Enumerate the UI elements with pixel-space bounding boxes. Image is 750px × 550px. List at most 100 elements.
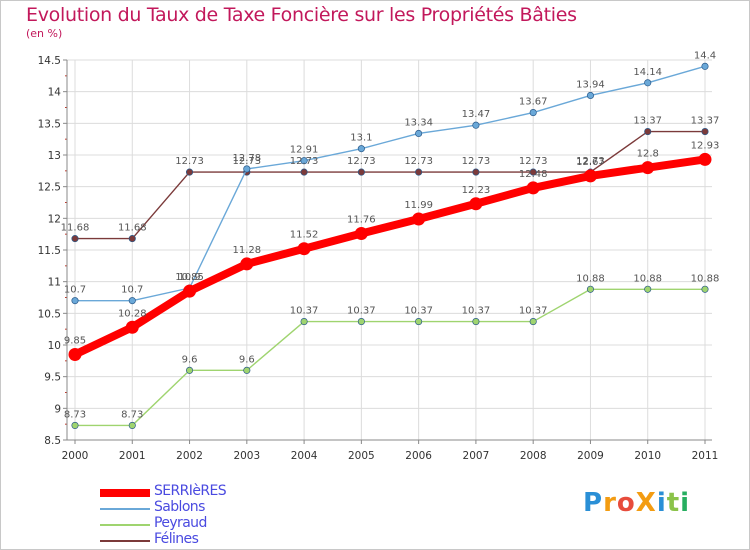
data-label: 11.28 [232, 245, 261, 256]
data-label: 12.73 [576, 156, 605, 167]
legend-swatch [100, 508, 150, 510]
logo-letter: i [656, 488, 667, 518]
data-point [583, 169, 597, 183]
data-point [357, 145, 365, 153]
data-label: 10.37 [347, 306, 376, 317]
data-point [185, 366, 194, 374]
data-label: 12.91 [290, 145, 319, 156]
data-label: 13.37 [633, 116, 662, 127]
data-label: 12.93 [691, 140, 720, 151]
data-label: 13.94 [576, 79, 605, 90]
legend-label: Sablons [154, 499, 205, 515]
y-tick-label: 8.5 [44, 435, 61, 447]
grid [67, 59, 712, 441]
data-label: 10.28 [118, 308, 147, 319]
data-label: 13.47 [462, 109, 491, 120]
data-label: 12.8 [637, 149, 659, 160]
x-tick-label: 2011 [692, 450, 719, 462]
legend-label: Félines [154, 531, 199, 547]
data-point [354, 227, 368, 241]
data-label: 12.67 [576, 157, 605, 168]
logo-letter: X [635, 488, 657, 518]
legend-label: Peyraud [154, 515, 207, 531]
data-label: 10.88 [691, 273, 720, 284]
data-point [701, 62, 709, 70]
legend-item-sablons: Sablons [100, 499, 300, 516]
data-label: 10.85 [175, 272, 204, 283]
data-point [415, 168, 423, 176]
data-point [300, 157, 308, 165]
data-point [183, 284, 197, 298]
y-tick-label: 11.5 [38, 245, 61, 257]
data-point [243, 366, 251, 374]
data-point [300, 168, 308, 176]
data-label: 9.6 [239, 354, 255, 365]
legend-item-felines: Félines [100, 531, 300, 548]
data-label: 9.85 [64, 336, 86, 347]
data-label: 10.88 [576, 273, 605, 284]
y-tick-label: 11 [48, 277, 61, 289]
data-point [472, 168, 480, 176]
data-point [644, 285, 652, 293]
data-point [644, 128, 652, 136]
data-label: 10.7 [64, 285, 86, 296]
data-label: 8.73 [121, 409, 143, 420]
x-tick-label: 2009 [577, 450, 604, 462]
data-point [644, 79, 652, 87]
data-label: 10.37 [519, 306, 548, 317]
data-label: 13.34 [404, 117, 433, 128]
y-tick-label: 12.5 [38, 182, 61, 194]
legend-item-serrieres: SERRIèRES [100, 483, 300, 500]
data-label: 11.52 [290, 230, 319, 241]
y-tick-label: 14 [48, 87, 62, 99]
data-point [68, 348, 82, 361]
data-label: 12.23 [462, 185, 491, 196]
x-tick-label: 2001 [119, 450, 146, 462]
logo-letter: t [666, 488, 681, 518]
data-label: 10.88 [633, 273, 662, 284]
data-label: 13.67 [519, 97, 548, 108]
data-label: 12.73 [519, 156, 548, 167]
data-label: 11.68 [118, 223, 147, 234]
x-tick-label: 2000 [62, 450, 89, 462]
data-point [701, 128, 709, 136]
data-point [529, 318, 537, 326]
data-label: 10.37 [290, 306, 319, 317]
data-point [472, 318, 480, 326]
data-point [529, 168, 537, 176]
y-tick-label: 10.5 [38, 308, 61, 320]
data-point [586, 91, 595, 100]
data-point [128, 235, 136, 243]
data-point [357, 168, 365, 176]
series-line [74, 65, 706, 302]
x-tick-label: 2007 [463, 450, 490, 462]
data-point [415, 129, 423, 138]
y-tick-label: 14.5 [38, 55, 61, 67]
data-label: 12.78 [232, 153, 261, 164]
x-tick-label: 2002 [176, 450, 203, 462]
data-point [71, 421, 79, 429]
data-label: 12.48 [519, 169, 548, 180]
data-point [71, 235, 79, 243]
data-point [586, 285, 595, 293]
data-point [125, 320, 139, 334]
legend-swatch [100, 524, 150, 526]
data-point [300, 318, 308, 326]
data-point [240, 257, 254, 271]
data-point [357, 318, 365, 326]
proxiti-logo: ProXiti [583, 488, 690, 518]
legend-label: SERRIèRES [154, 483, 227, 499]
axes: 8.5 9 9.5 10 10.5 11 11.5 12 12.5 13 13.5 14 14.5 200… [38, 55, 719, 462]
series-group [68, 62, 712, 429]
data-label: 12.73 [290, 156, 319, 167]
series-line [71, 155, 709, 359]
unit-label: (en %) [26, 27, 63, 40]
y-tick-label: 13.5 [38, 118, 61, 130]
data-point [469, 197, 483, 211]
data-label: 8.73 [64, 409, 86, 420]
data-point [526, 181, 540, 195]
data-label: 11.76 [347, 215, 376, 226]
data-label: 14.4 [694, 50, 716, 61]
series-line [74, 130, 706, 240]
